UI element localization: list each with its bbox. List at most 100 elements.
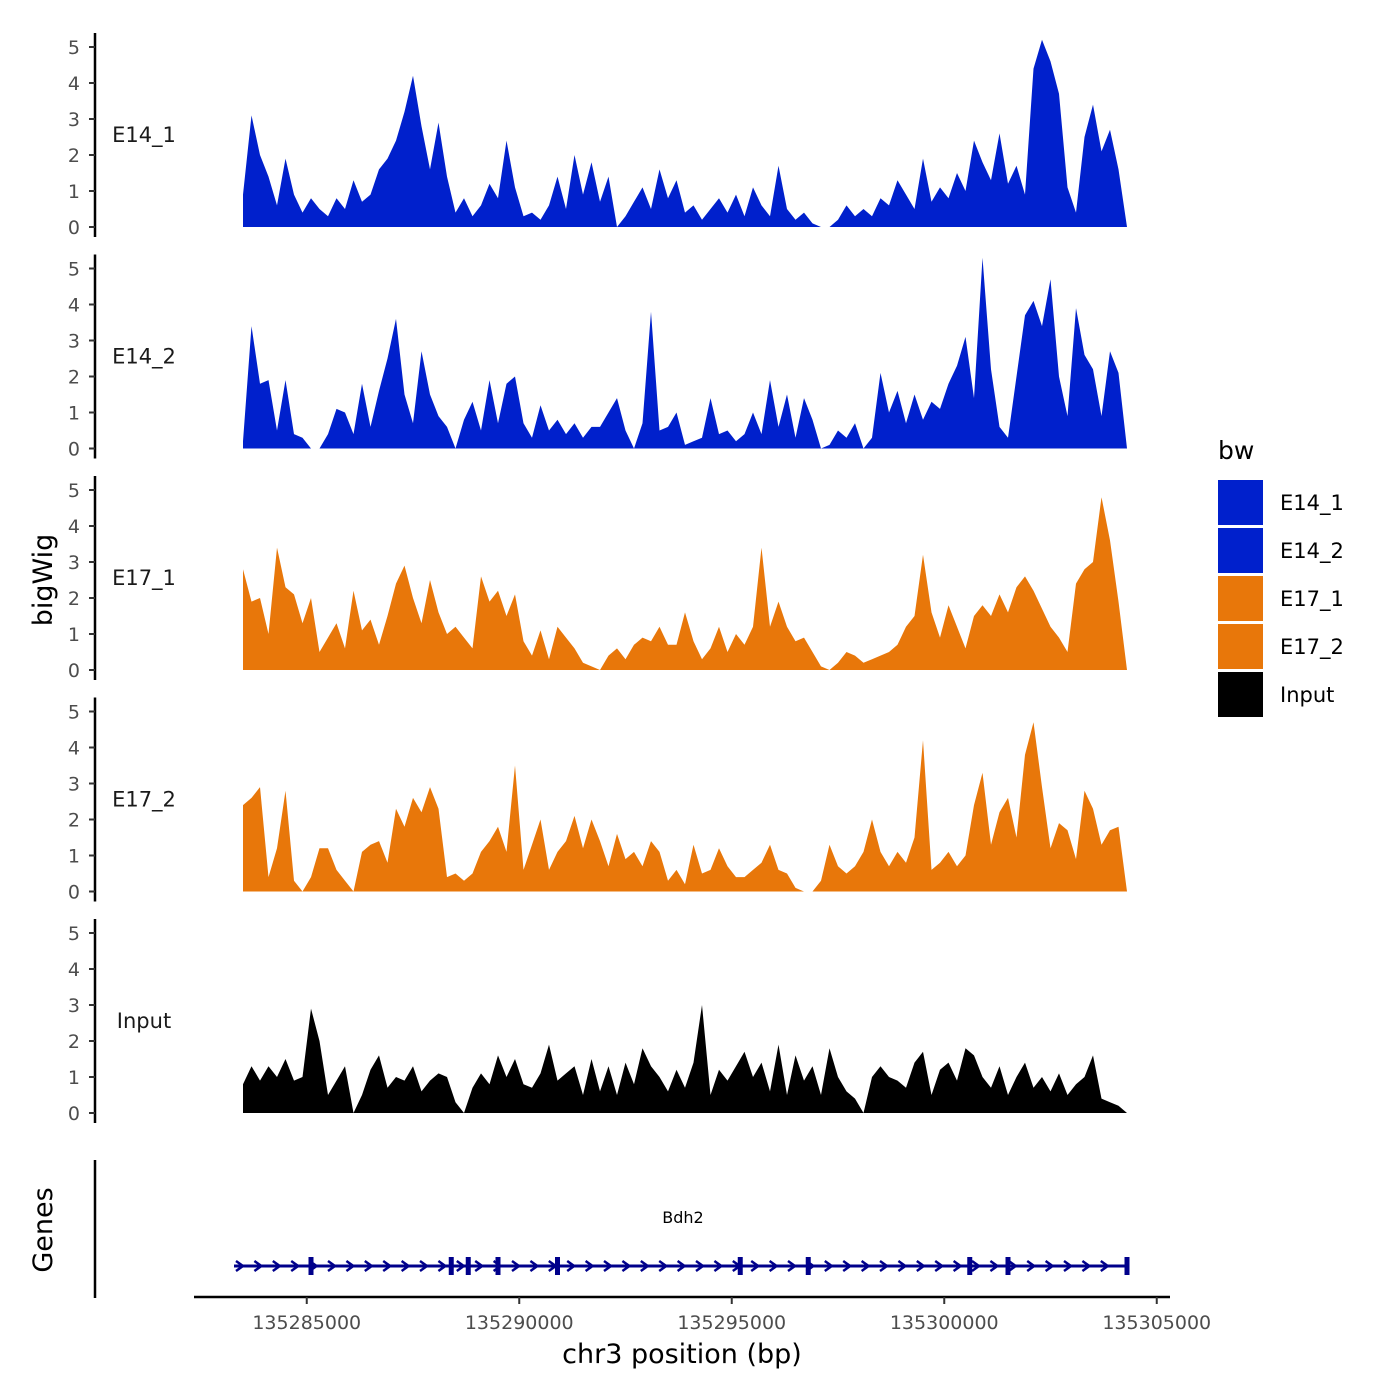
- legend-item-E14_1: E14_1: [1218, 480, 1344, 525]
- strand-arrow: [713, 1259, 724, 1273]
- y-tick-label: 1: [68, 181, 80, 203]
- genes-axis-title: Genes: [28, 1187, 59, 1272]
- y-tick-label: 4: [68, 516, 80, 538]
- track-panel-E14_2: 0 1 2 3 4 5 E14_2: [68, 254, 1127, 461]
- legend-label: E14_2: [1280, 539, 1344, 564]
- legend-label: E17_1: [1280, 587, 1344, 612]
- y-tick-label: 4: [68, 959, 80, 981]
- strand-arrow: [382, 1259, 393, 1273]
- legend-item-E14_2: E14_2: [1218, 528, 1344, 573]
- strand-arrow: [437, 1259, 448, 1273]
- y-tick-label: 2: [68, 588, 80, 610]
- strand-arrow: [364, 1259, 374, 1273]
- y-tick-label: 4: [68, 73, 80, 95]
- exon-mark: [967, 1257, 973, 1275]
- signal-area: [243, 722, 1127, 892]
- strand-arrow: [400, 1259, 411, 1273]
- legend-item-E17_1: E17_1: [1218, 576, 1344, 621]
- legend-items: E14_1 E14_2 E17_1 E17_2 Input: [1218, 480, 1344, 717]
- strand-arrow: [952, 1259, 963, 1273]
- gene-models: Bdh2: [234, 1208, 1130, 1275]
- strand-arrow: [290, 1259, 301, 1273]
- track-panel-E14_1: 0 1 2 3 4 5 E14_1: [68, 33, 1127, 239]
- y-tick-label: 2: [68, 810, 80, 832]
- y-tick-label: 5: [68, 480, 80, 502]
- strand-arrow: [676, 1259, 687, 1273]
- strand-arrow: [253, 1259, 264, 1273]
- y-axis-title: bigWig: [28, 534, 59, 627]
- signal-area: [243, 257, 1127, 449]
- legend-swatch: [1218, 624, 1263, 669]
- y-tick-label: 0: [68, 439, 80, 461]
- y-tick-label: 0: [68, 217, 80, 239]
- x-tick-label: 135305000: [1102, 1312, 1211, 1334]
- y-tick-label: 3: [68, 552, 80, 574]
- track-panels: 0 1 2 3 4 5 E14_1 0 1 2 3 4 5 E14_2 0 1 2 3 4 5 E17_1 0 1 2 3 4 5 E…: [68, 33, 1127, 1125]
- track-panel-E17_1: 0 1 2 3 4 5 E17_1: [68, 476, 1127, 682]
- strand-arrow: [842, 1259, 853, 1273]
- strand-arrow: [1008, 1259, 1018, 1273]
- y-tick-label: 0: [68, 660, 80, 682]
- legend-label: Input: [1280, 683, 1334, 707]
- strand-arrow: [934, 1259, 945, 1273]
- y-tick-label: 5: [68, 923, 80, 945]
- exon-mark: [1005, 1257, 1011, 1275]
- strand-arrow: [658, 1259, 669, 1273]
- exon-mark: [1124, 1257, 1130, 1275]
- strand-arrow: [529, 1259, 540, 1273]
- track-label: E14_1: [112, 123, 176, 148]
- strand-arrow: [1044, 1259, 1055, 1273]
- x-tick-label: 135295000: [677, 1312, 786, 1334]
- y-tick-label: 3: [68, 331, 80, 353]
- y-tick-label: 2: [68, 1031, 80, 1053]
- exon-mark: [805, 1257, 811, 1275]
- track-label: E17_1: [112, 566, 176, 591]
- exon-mark: [465, 1257, 471, 1275]
- y-tick-label: 4: [68, 295, 80, 317]
- strand-arrow: [824, 1259, 834, 1273]
- gene-model-Bdh2: Bdh2: [234, 1208, 1130, 1275]
- strand-arrow: [860, 1259, 871, 1273]
- signal-area: [243, 497, 1127, 670]
- y-tick-label: 1: [68, 1067, 80, 1089]
- exon-mark: [448, 1257, 454, 1275]
- exon-mark: [495, 1257, 501, 1275]
- y-tick-label: 1: [68, 403, 80, 425]
- y-tick-label: 3: [68, 109, 80, 131]
- legend-title: bw: [1218, 436, 1254, 465]
- strand-arrow: [419, 1259, 430, 1273]
- x-axis: 135285000 135290000 135295000 135300000 1353…: [194, 1295, 1211, 1334]
- legend-swatch: [1218, 528, 1263, 573]
- strand-arrow: [1081, 1259, 1092, 1273]
- legend-swatch: [1218, 672, 1263, 717]
- strand-arrow: [897, 1259, 908, 1273]
- y-tick-label: 3: [68, 774, 80, 796]
- legend: bw E14_1 E14_2 E17_1 E17_2 Input: [1218, 436, 1344, 717]
- y-tick-label: 4: [68, 738, 80, 760]
- strand-arrow: [584, 1259, 595, 1273]
- track-panel-E17_2: 0 1 2 3 4 5 E17_2: [68, 697, 1127, 904]
- strand-arrow: [879, 1259, 890, 1273]
- legend-label: E14_1: [1280, 491, 1344, 516]
- strand-arrow: [474, 1259, 485, 1273]
- strand-arrow: [750, 1259, 761, 1273]
- strand-arrow: [511, 1259, 522, 1273]
- y-tick-label: 1: [68, 624, 80, 646]
- legend-item-E17_2: E17_2: [1218, 624, 1344, 669]
- strand-arrow: [989, 1259, 1000, 1273]
- legend-swatch: [1218, 576, 1263, 621]
- strand-arrow: [566, 1259, 577, 1273]
- strand-arrow: [456, 1259, 466, 1273]
- strand-arrow: [603, 1259, 614, 1273]
- strand-arrow: [327, 1259, 338, 1273]
- strand-arrow: [1026, 1259, 1037, 1273]
- y-tick-label: 2: [68, 367, 80, 389]
- gene-label: Bdh2: [662, 1208, 703, 1227]
- track-label: Input: [117, 1009, 171, 1033]
- track-panel-Input: 0 1 2 3 4 5 Input: [68, 919, 1127, 1125]
- strand-arrow: [787, 1259, 798, 1273]
- x-tick-label: 135290000: [465, 1312, 574, 1334]
- strand-arrow: [1100, 1259, 1110, 1273]
- x-tick-label: 135285000: [252, 1312, 361, 1334]
